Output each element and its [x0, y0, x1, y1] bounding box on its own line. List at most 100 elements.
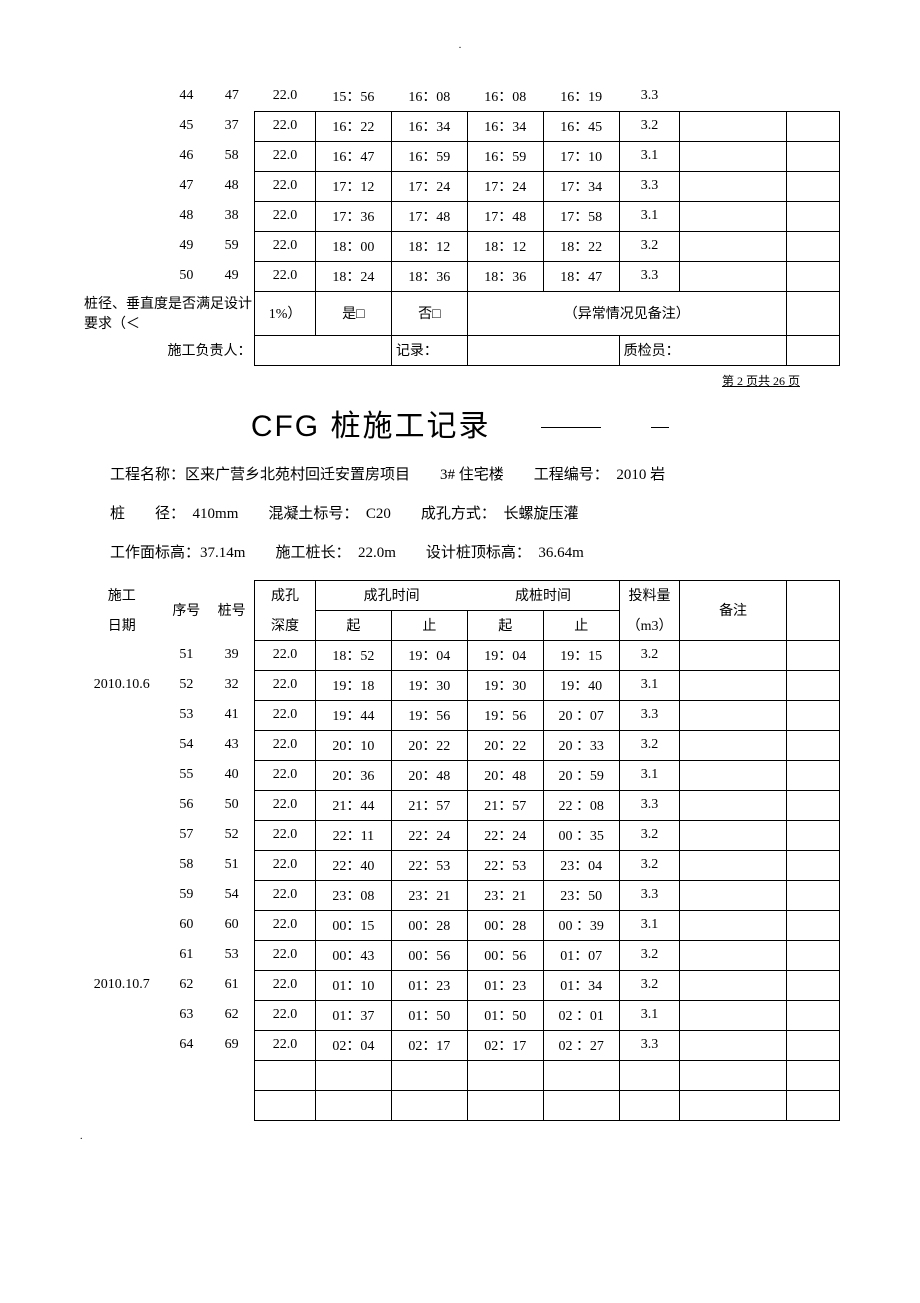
cell: 16：34	[391, 111, 467, 141]
cell: 18：12	[391, 231, 467, 261]
cell: 40	[209, 760, 255, 790]
cell: 19：15	[543, 640, 619, 670]
cell: 16：47	[315, 141, 391, 171]
cell: 22.0	[255, 850, 316, 880]
page-number: 第 2 页共 26 页	[80, 372, 840, 389]
cell: 3.1	[619, 1000, 680, 1030]
cell: 22.0	[255, 81, 316, 111]
cell: 22.0	[255, 730, 316, 760]
cell: 49	[209, 261, 255, 291]
page-dot-top: .	[80, 40, 840, 51]
cell	[80, 760, 164, 790]
cell: 60	[209, 910, 255, 940]
cell: 62	[209, 1000, 255, 1030]
cell: 22：53	[391, 850, 467, 880]
title-dash2-icon	[651, 427, 669, 428]
sign-record-val	[467, 335, 619, 365]
cell: 00：56	[391, 940, 467, 970]
cell: 19：30	[391, 670, 467, 700]
table-row: 534122.019：4419：5619：5620 ：073.3	[80, 700, 840, 730]
cell: 18：47	[543, 261, 619, 291]
cell	[80, 940, 164, 970]
cell	[680, 111, 786, 141]
cell	[786, 910, 839, 940]
table-row: 2010.10.6523222.019：1819：3019：3019：403.1	[80, 670, 840, 700]
cell: 00：43	[315, 940, 391, 970]
cell: 69	[209, 1030, 255, 1060]
hdr-date1: 施工	[80, 580, 164, 610]
hdr-seq: 序号	[164, 580, 210, 640]
cell: 01：50	[467, 1000, 543, 1030]
cell	[680, 970, 786, 1000]
cell: 00：28	[467, 910, 543, 940]
cell	[80, 171, 164, 201]
page-title: CFG 桩施工记录	[80, 401, 840, 445]
hdr-vol-unit: （m3）	[619, 610, 680, 640]
cell: 18：12	[467, 231, 543, 261]
req-yes: 是□	[315, 291, 391, 335]
cell: 02：17	[467, 1030, 543, 1060]
cell	[786, 850, 839, 880]
cell: 52	[209, 820, 255, 850]
cell	[80, 910, 164, 940]
cell: 22.0	[255, 640, 316, 670]
cell	[680, 141, 786, 171]
cell: 01：07	[543, 940, 619, 970]
table-row: 474822.017：1217：2417：2417：343.3	[80, 171, 840, 201]
table-row: 595422.023：0823：2123：2123：503.3	[80, 880, 840, 910]
cell: 58	[209, 141, 255, 171]
cell: 22.0	[255, 700, 316, 730]
cell	[680, 171, 786, 201]
cell: 20：22	[467, 730, 543, 760]
header-row-1: 施工 序号 桩号 成孔 成孔时间 成桩时间 投料量 备注	[80, 580, 840, 610]
cell	[786, 201, 839, 231]
cell	[786, 820, 839, 850]
cell	[80, 700, 164, 730]
hole-method-label: 成孔方式：	[421, 506, 489, 522]
cell: 20：48	[467, 760, 543, 790]
cell: 49	[164, 231, 210, 261]
cell: 60	[164, 910, 210, 940]
work-elev-val: 37.14m	[200, 545, 245, 561]
cell	[80, 880, 164, 910]
cell: 56	[164, 790, 210, 820]
cell: 21：57	[391, 790, 467, 820]
cell	[80, 231, 164, 261]
cell	[786, 1000, 839, 1030]
cell	[786, 640, 839, 670]
cell	[680, 850, 786, 880]
cell: 61	[164, 940, 210, 970]
cell: 19：56	[467, 700, 543, 730]
cell: 21：44	[315, 790, 391, 820]
cell: 19：04	[467, 640, 543, 670]
cell: 17：10	[543, 141, 619, 171]
cell: 20 ：59	[543, 760, 619, 790]
cell: 17：12	[315, 171, 391, 201]
signature-row: 施工负责人： 记录： 质检员：	[80, 335, 840, 365]
table-row: 453722.016：2216：3416：3416：453.2	[80, 111, 840, 141]
cell: 16：59	[391, 141, 467, 171]
cell: 59	[164, 880, 210, 910]
cell	[786, 1030, 839, 1060]
cell: 45	[164, 111, 210, 141]
cell: 53	[209, 940, 255, 970]
cell	[786, 81, 839, 111]
cell: 22.0	[255, 670, 316, 700]
proj-name-label: 工程名称：	[110, 467, 185, 483]
cell: 55	[164, 760, 210, 790]
cell: 02：04	[315, 1030, 391, 1060]
info-line-2: 桩 径： 410mm 混凝土标号： C20 成孔方式： 长螺旋压灌	[110, 502, 840, 523]
cell: 3.2	[619, 820, 680, 850]
table-row: 504922.018：2418：3618：3618：473.3	[80, 261, 840, 291]
cell: 22：24	[467, 820, 543, 850]
cell: 17：48	[467, 201, 543, 231]
cell: 19：40	[543, 670, 619, 700]
hdr-end2: 止	[543, 610, 619, 640]
sign-leader-label: 施工负责人：	[164, 335, 255, 365]
hdr-blank	[786, 580, 839, 640]
concrete-val: C20	[366, 506, 391, 522]
hdr-vol: 投料量	[619, 580, 680, 610]
title-text: CFG 桩施工记录	[251, 410, 491, 443]
cell: 01：23	[467, 970, 543, 1000]
hole-method-val: 长螺旋压灌	[503, 506, 578, 522]
